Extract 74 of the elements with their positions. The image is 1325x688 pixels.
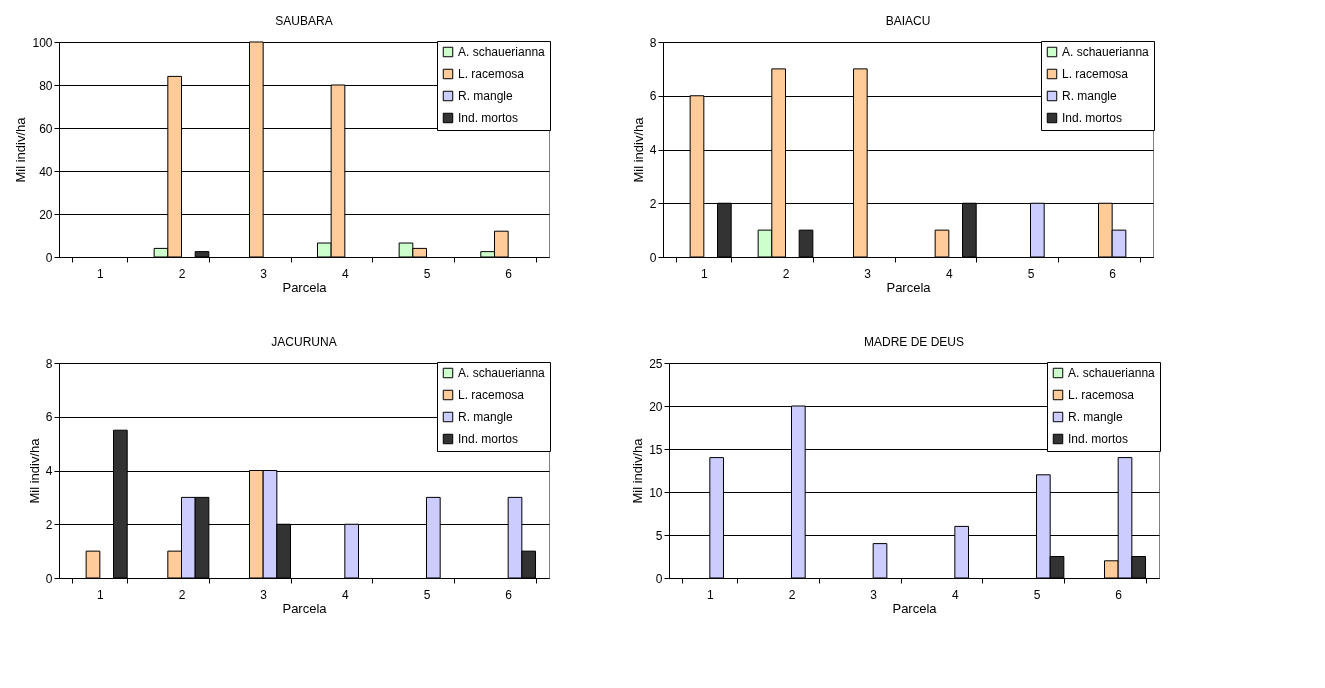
x-tick-label: 3 (864, 266, 872, 281)
x-tick-label: 2 (178, 587, 186, 602)
x-tick-label: 6 (1115, 587, 1123, 602)
x-tick-label: 3 (870, 587, 878, 602)
x-tick-label: 4 (341, 587, 349, 602)
chart-title: BAIACU (885, 14, 931, 28)
x-tick-label: 6 (505, 587, 513, 602)
y-tick-label: 20 (649, 399, 663, 414)
y-tick-label: 6 (45, 410, 53, 425)
x-tick-label: 5 (423, 587, 431, 602)
legend-label: A. schauerianna (1062, 45, 1150, 59)
x-tick-label: 2 (788, 587, 796, 602)
x-tick-label: 1 (96, 587, 104, 602)
legend-label: A. schauerianna (458, 45, 546, 59)
legend-label: L. racemosa (458, 67, 525, 81)
legend-label: A. schauerianna (458, 366, 546, 380)
x-tick-label: 4 (951, 587, 959, 602)
y-tick-label: 25 (649, 356, 663, 371)
y-tick-label: 10 (649, 485, 663, 500)
x-tick-label: 2 (178, 266, 186, 281)
y-tick-label: 0 (45, 571, 53, 586)
x-axis-title: Parcela (282, 279, 328, 295)
y-tick-label: 0 (45, 250, 53, 265)
y-axis-title: Mil indiv/ha (26, 437, 42, 504)
y-tick-label: 0 (649, 250, 657, 265)
legend-label: Ind. mortos (1062, 111, 1123, 125)
legend-label: L. racemosa (1062, 67, 1129, 81)
x-tick-label: 3 (260, 587, 268, 602)
y-tick-label: 5 (655, 528, 663, 543)
x-tick-label: 6 (505, 266, 513, 281)
y-tick-label: 4 (45, 464, 53, 478)
legend-label: R. mangle (1068, 410, 1124, 424)
legend-label: A. schauerianna (1068, 366, 1156, 380)
y-tick-label: 0 (655, 571, 663, 586)
x-axis-title: Parcela (886, 279, 932, 295)
x-tick-label: 3 (260, 266, 268, 281)
x-tick-label: 1 (96, 266, 104, 281)
chart-title: SAUBARA (275, 14, 333, 28)
chart-title: JACURUNA (271, 335, 337, 349)
legend-label: L. racemosa (1068, 388, 1135, 402)
x-tick-label: 5 (1027, 266, 1035, 281)
legend-label: Ind. mortos (458, 432, 519, 446)
y-axis-title: Mil indiv/ha (630, 437, 646, 504)
x-tick-label: 5 (423, 266, 431, 281)
legend-label: Ind. mortos (1068, 432, 1129, 446)
legend-label: Ind. mortos (458, 111, 519, 125)
x-tick-label: 2 (782, 266, 790, 281)
y-tick-label: 8 (649, 35, 657, 50)
x-tick-label: 5 (1033, 587, 1041, 602)
x-tick-label: 6 (1109, 266, 1117, 281)
x-tick-label: 4 (341, 266, 349, 281)
x-axis-title: Parcela (282, 600, 328, 616)
y-axis-title: Mil indiv/ha (630, 116, 646, 183)
x-tick-label: 1 (700, 266, 708, 281)
y-axis-title: Mil indiv/ha (13, 116, 29, 183)
y-tick-label: 2 (45, 517, 53, 532)
chart-title: MADRE DE DEUS (863, 335, 965, 349)
y-tick-label: 6 (649, 89, 657, 104)
y-tick-label: 40 (39, 164, 53, 179)
x-tick-label: 1 (706, 587, 714, 602)
y-tick-label: 15 (649, 442, 663, 457)
y-tick-label: 8 (45, 356, 53, 371)
y-tick-label: 100 (32, 35, 53, 50)
x-tick-label: 4 (945, 266, 953, 281)
y-tick-label: 60 (39, 121, 53, 136)
y-tick-label: 80 (39, 78, 53, 93)
y-tick-label: 2 (649, 196, 657, 211)
y-tick-label: 4 (649, 143, 657, 157)
legend-label: R. mangle (458, 410, 514, 424)
legend-label: R. mangle (1062, 89, 1118, 103)
x-axis-title: Parcela (892, 600, 938, 616)
y-tick-label: 20 (39, 207, 53, 222)
legend-label: L. racemosa (458, 388, 525, 402)
legend-label: R. mangle (458, 89, 514, 103)
